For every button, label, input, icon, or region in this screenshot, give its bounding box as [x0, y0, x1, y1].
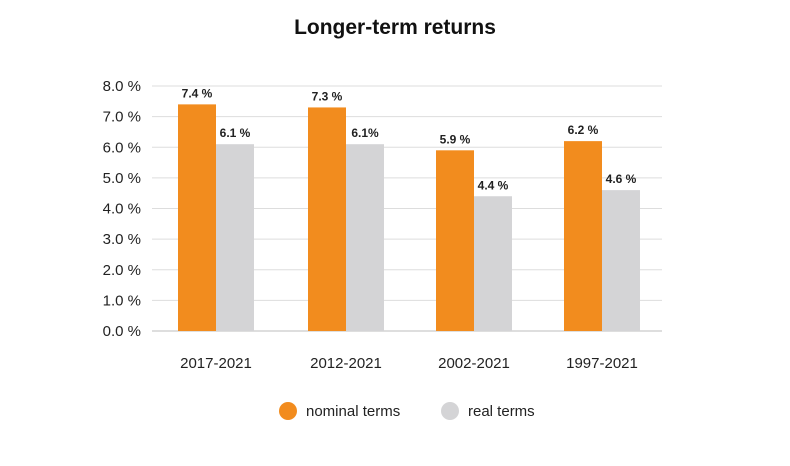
bar-real	[474, 196, 512, 331]
data-label: 7.3 %	[312, 89, 343, 103]
y-tick-label: 4.0 %	[103, 201, 141, 218]
legend-label: real terms	[468, 403, 535, 420]
data-label: 5.9 %	[440, 132, 471, 146]
x-tick-label: 2017-2021	[180, 355, 252, 372]
bar-nominal	[178, 104, 216, 331]
data-label: 4.6 %	[606, 172, 637, 186]
data-label: 4.4 %	[478, 178, 509, 192]
bar-nominal	[308, 107, 346, 331]
bar-nominal	[564, 141, 602, 331]
data-label: 7.4 %	[182, 86, 213, 100]
y-tick-label: 6.0 %	[103, 139, 141, 156]
bar-real	[346, 144, 384, 331]
data-label: 6.2 %	[568, 123, 599, 137]
data-label: 6.1%	[351, 126, 379, 140]
chart-title: Longer-term returns	[294, 16, 496, 39]
bar-real	[602, 190, 640, 331]
legend-marker-real	[441, 402, 459, 420]
data-label: 6.1 %	[220, 126, 251, 140]
legend-marker-nominal	[279, 402, 297, 420]
y-tick-label: 8.0 %	[103, 78, 141, 95]
y-tick-label: 5.0 %	[103, 170, 141, 187]
x-tick-label: 2012-2021	[310, 355, 382, 372]
y-tick-label: 7.0 %	[103, 109, 141, 126]
legend-label: nominal terms	[306, 403, 400, 420]
bar-real	[216, 144, 254, 331]
y-tick-label: 2.0 %	[103, 262, 141, 279]
bar-nominal	[436, 150, 474, 331]
y-tick-label: 0.0 %	[103, 323, 141, 340]
x-tick-label: 2002-2021	[438, 355, 510, 372]
y-tick-label: 1.0 %	[103, 292, 141, 309]
y-tick-label: 3.0 %	[103, 231, 141, 248]
x-tick-label: 1997-2021	[566, 355, 638, 372]
